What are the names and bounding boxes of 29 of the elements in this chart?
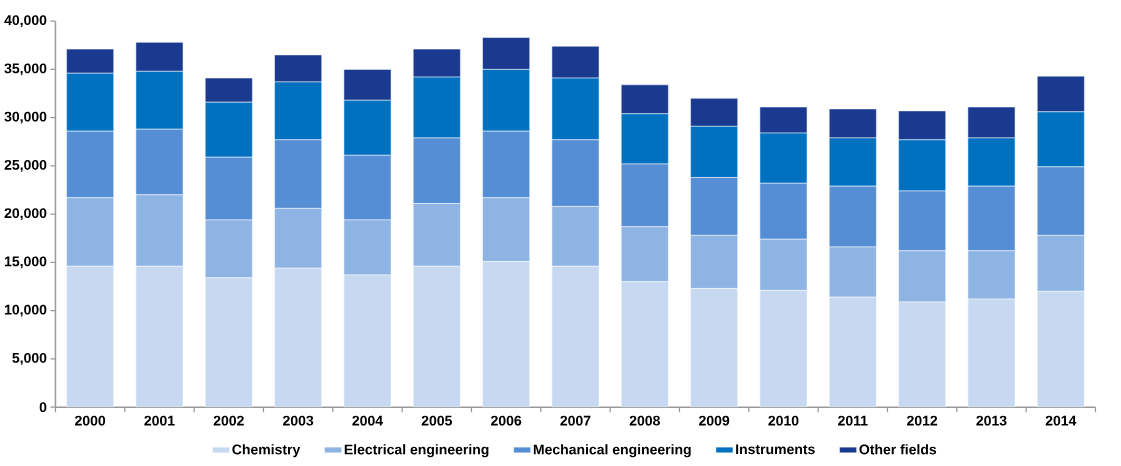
x-tick-label: 2013 <box>976 415 1007 426</box>
x-tick-label: 2010 <box>768 415 799 426</box>
y-tick-label: 20,000 <box>4 208 47 221</box>
y-tick-label: 30,000 <box>4 111 47 124</box>
legend-label: Instruments <box>736 444 815 455</box>
x-tick-label: 2005 <box>421 415 452 426</box>
y-tick-label: 25,000 <box>4 159 47 172</box>
legend-label: Other fields <box>859 444 937 455</box>
x-tick-label: 2008 <box>629 415 660 426</box>
y-tick-label: 5,000 <box>12 352 47 365</box>
legend-label: Chemistry <box>232 444 301 458</box>
x-tick-label: 2000 <box>75 415 106 426</box>
y-tick-label: 35,000 <box>4 63 47 76</box>
legend-label: Electrical engineering <box>344 444 489 458</box>
legend-label: Mechanical engineering <box>533 444 691 458</box>
x-tick-label: 2007 <box>560 415 591 426</box>
y-tick-label: 10,000 <box>4 304 47 317</box>
y-tick-label: 0 <box>39 402 47 413</box>
y-tick-label: 40,000 <box>4 15 47 28</box>
x-tick-label: 2004 <box>352 415 383 426</box>
x-tick-label: 2012 <box>907 415 938 426</box>
x-tick-label: 2003 <box>283 415 314 426</box>
y-tick-label: 15,000 <box>4 256 47 269</box>
x-tick-label: 2009 <box>699 415 730 426</box>
x-tick-label: 2002 <box>213 415 244 426</box>
x-tick-label: 2001 <box>144 415 175 426</box>
x-tick-label: 2011 <box>838 415 868 426</box>
x-tick-label: 2006 <box>491 415 522 426</box>
x-tick-label: 2014 <box>1045 415 1077 426</box>
